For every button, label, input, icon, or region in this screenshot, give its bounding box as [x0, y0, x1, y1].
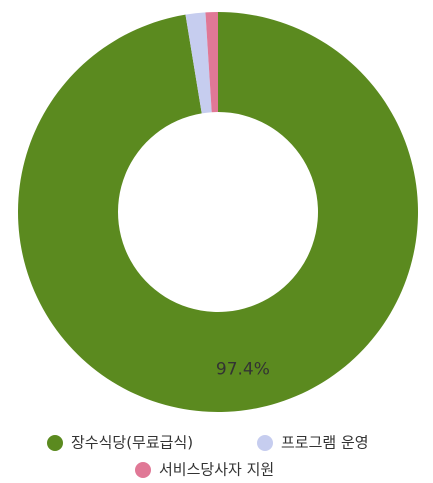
legend-label: 서비스당사자 지원: [159, 461, 274, 479]
pie-slice: [18, 12, 418, 412]
legend-swatch: [135, 462, 151, 478]
legend-label: 프로그램 운영: [281, 434, 369, 452]
pie-slice: [185, 12, 212, 114]
legend-swatch: [47, 435, 63, 451]
legend-label: 장수식당(무료급식): [71, 434, 193, 452]
pie-slice: [205, 12, 218, 113]
legend-swatch: [257, 435, 273, 451]
data-label: 97.4%: [216, 359, 270, 379]
